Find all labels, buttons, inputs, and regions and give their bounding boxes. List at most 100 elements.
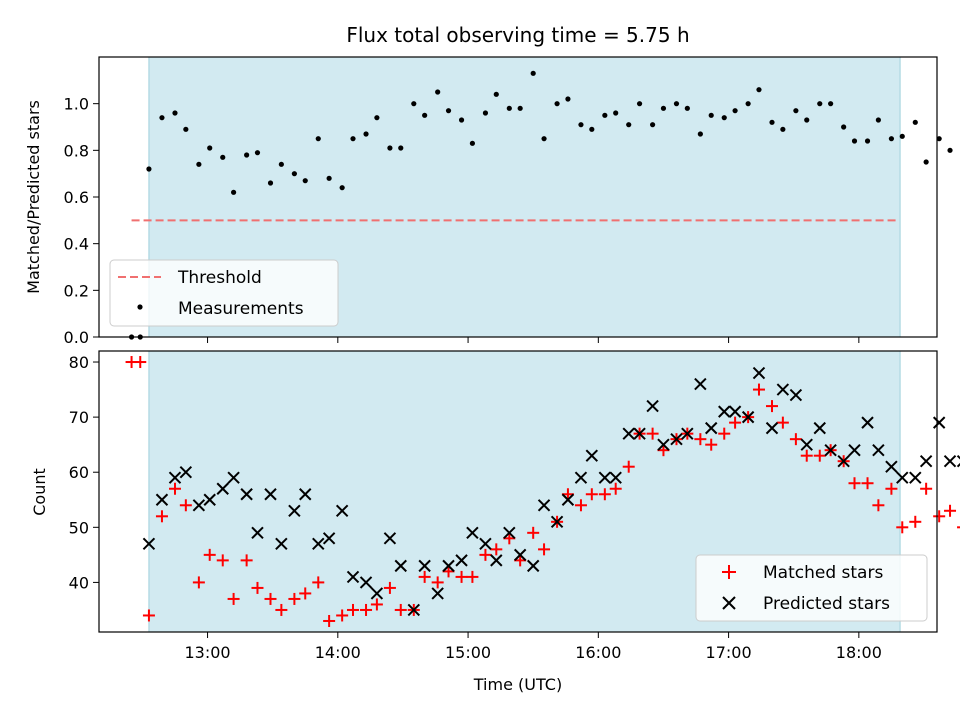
predicted-point-32-b xyxy=(526,559,540,573)
matched-point-11 xyxy=(251,581,264,594)
predicted-point-59-b xyxy=(848,443,861,457)
matched-point-29 xyxy=(466,570,479,583)
matched-point-7 xyxy=(203,548,216,561)
predicted-point-23-b xyxy=(418,559,431,573)
matched-point-67 xyxy=(920,482,933,495)
predicted-point-6-b xyxy=(216,482,229,495)
measurement-point-61 xyxy=(851,138,858,144)
predicted-point-26-b xyxy=(455,554,468,567)
predicted-point-54-b xyxy=(789,388,803,402)
matched-point-6 xyxy=(192,576,205,589)
matched-point-37 xyxy=(561,488,574,501)
bottom-y-tick-label-0: 40 xyxy=(69,573,89,592)
matched-point-57 xyxy=(800,449,813,462)
bottom-y-tick-label-1: 50 xyxy=(69,518,89,537)
measurement-point-38 xyxy=(578,122,584,128)
predicted-point-3 xyxy=(179,466,193,479)
predicted-point-33-b xyxy=(537,499,551,512)
measurement-point-56 xyxy=(793,108,799,114)
measurement-point-42 xyxy=(626,122,632,128)
predicted-point-49 xyxy=(728,405,742,418)
predicted-point-58 xyxy=(837,454,850,468)
predicted-point-0 xyxy=(142,537,156,551)
predicted-point-44-b xyxy=(670,432,683,446)
x-axis-label: Time (UTC) xyxy=(473,675,562,694)
matched-point-10 xyxy=(240,554,253,567)
predicted-point-53 xyxy=(776,383,790,396)
predicted-point-15-b xyxy=(322,532,336,545)
predicted-point-48 xyxy=(718,405,731,418)
predicted-point-48-b xyxy=(718,405,731,418)
predicted-point-39 xyxy=(609,471,622,484)
predicted-point-51-b xyxy=(752,366,766,380)
predicted-point-50 xyxy=(741,410,755,424)
predicted-point-20 xyxy=(383,532,397,545)
matched-point-3 xyxy=(155,510,168,523)
measurement-points xyxy=(128,70,953,340)
matched-point-66 xyxy=(909,515,922,528)
measurement-point-58 xyxy=(817,101,823,107)
measurement-point-33 xyxy=(517,105,523,111)
matched-point-22 xyxy=(383,581,396,594)
matched-point-35 xyxy=(538,543,551,556)
measurement-point-40 xyxy=(602,112,608,118)
matched-stars-points xyxy=(125,356,960,627)
bottom-y-tick-label-4: 80 xyxy=(69,353,89,372)
predicted-point-9-b xyxy=(251,526,264,540)
top-y-axis-label: Matched/Predicted stars xyxy=(24,100,43,294)
x-tick-label-0: 13:00 xyxy=(184,643,230,662)
measurement-point-9 xyxy=(231,189,237,195)
matched-point-20 xyxy=(360,603,373,616)
matched-point-51 xyxy=(729,416,742,429)
predicted-point-17 xyxy=(346,570,360,584)
matched-point-56 xyxy=(789,433,802,446)
matched-point-23 xyxy=(394,603,407,616)
matched-point-17 xyxy=(323,614,336,627)
x-tick-label-1: 14:00 xyxy=(315,643,361,662)
predicted-point-36-b xyxy=(574,471,588,484)
legend-matched-swatch xyxy=(722,565,736,579)
predicted-point-37 xyxy=(585,449,599,462)
predicted-point-32 xyxy=(526,559,540,573)
measurement-point-25 xyxy=(422,112,428,118)
measurement-point-50 xyxy=(721,115,727,121)
predicted-point-56-b xyxy=(813,421,826,435)
top-y-ticks: 0.0 0.2 0.4 0.6 0.8 1.0 xyxy=(64,95,99,347)
measurement-point-45 xyxy=(660,105,667,111)
measurement-point-24 xyxy=(411,101,417,107)
top-y-tick-label-1: 0.2 xyxy=(64,281,89,300)
predicted-point-45 xyxy=(681,427,694,440)
matched-point-19 xyxy=(347,603,360,616)
predicted-point-66-b xyxy=(932,416,946,429)
measurement-point-39 xyxy=(589,126,595,132)
measurement-point-59 xyxy=(828,101,834,107)
measurement-point-62 xyxy=(864,138,871,144)
predicted-point-30 xyxy=(503,526,516,540)
matched-point-18 xyxy=(336,609,349,622)
predicted-point-46 xyxy=(694,377,707,391)
predicted-point-43 xyxy=(657,438,670,451)
measurement-point-28 xyxy=(458,117,465,123)
predicted-point-16 xyxy=(335,504,349,517)
predicted-point-27 xyxy=(466,526,479,540)
predicted-point-7 xyxy=(227,471,240,484)
predicted-point-8 xyxy=(240,488,253,501)
measurement-point-7 xyxy=(207,145,213,151)
measurement-point-54 xyxy=(769,119,775,125)
predicted-point-50-b xyxy=(741,410,755,424)
predicted-point-19 xyxy=(370,587,384,600)
measurement-point-31 xyxy=(493,91,499,97)
predicted-point-11 xyxy=(275,537,288,551)
matched-point-14 xyxy=(288,592,301,605)
measurement-point-12 xyxy=(267,180,274,186)
matched-point-38 xyxy=(574,499,587,512)
matched-point-42 xyxy=(622,460,635,473)
measurement-point-37 xyxy=(565,96,571,102)
predicted-point-57 xyxy=(824,443,837,457)
predicted-point-4-b xyxy=(192,499,206,512)
predicted-point-21-b xyxy=(394,559,407,573)
matched-point-68 xyxy=(933,510,946,523)
measurement-point-21 xyxy=(374,115,380,121)
predicted-point-9 xyxy=(251,526,264,540)
measurement-point-35 xyxy=(541,136,547,142)
